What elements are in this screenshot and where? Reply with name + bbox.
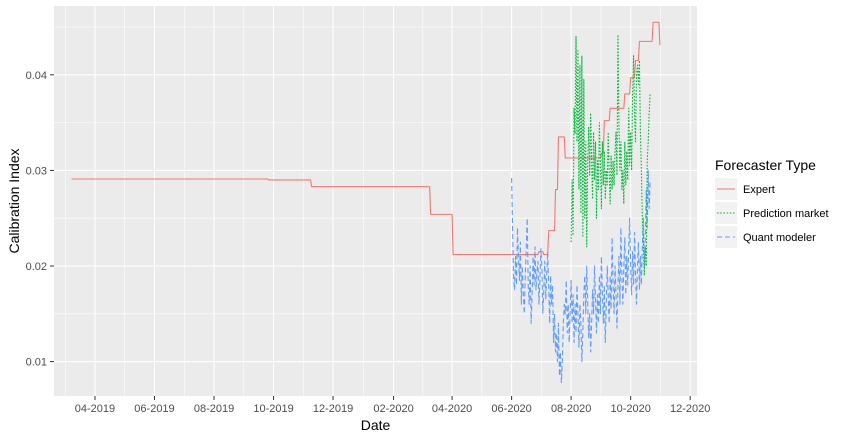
y-axis: 0.01 0.02 0.03 0.04: [26, 70, 54, 369]
y-tick-label: 0.01: [26, 357, 47, 369]
minor-gridlines: [54, 6, 697, 396]
x-axis-title: Date: [361, 417, 391, 433]
legend-label: Expert: [743, 184, 775, 196]
x-tick-label: 08-2020: [551, 403, 591, 415]
x-tick-label: 08-2019: [194, 403, 234, 415]
x-tick-label: 12-2019: [313, 403, 353, 415]
legend-label: Quant modeler: [743, 232, 816, 244]
legend-label: Prediction market: [743, 208, 829, 220]
y-tick-label: 0.03: [26, 165, 47, 177]
plot-panel: [54, 6, 697, 396]
y-tick-label: 0.02: [26, 261, 47, 273]
x-tick-label: 06-2020: [491, 403, 531, 415]
x-tick-label: 10-2020: [610, 403, 650, 415]
x-tick-label: 04-2019: [75, 403, 115, 415]
legend: Forecaster Type Expert Prediction market Q…: [715, 157, 829, 248]
legend-title: Forecaster Type: [715, 157, 816, 173]
x-axis: 04-2019 06-2019 08-2019 10-2019 12-2019 02-20…: [75, 396, 710, 415]
series-layer: [71, 21, 661, 384]
x-tick-label: 04-2020: [432, 403, 472, 415]
y-axis-title: Calibration Index: [6, 148, 22, 253]
x-tick-label: 02-2020: [373, 403, 413, 415]
series-line-expert: [71, 21, 661, 256]
x-tick-label: 10-2019: [253, 403, 293, 415]
x-tick-label: 06-2019: [134, 403, 174, 415]
series-line-quant-modeler: [511, 169, 651, 384]
major-gridlines: [54, 6, 697, 396]
x-tick-label: 12-2020: [670, 403, 710, 415]
legend-key-background: [715, 202, 737, 224]
y-tick-label: 0.04: [26, 70, 47, 82]
